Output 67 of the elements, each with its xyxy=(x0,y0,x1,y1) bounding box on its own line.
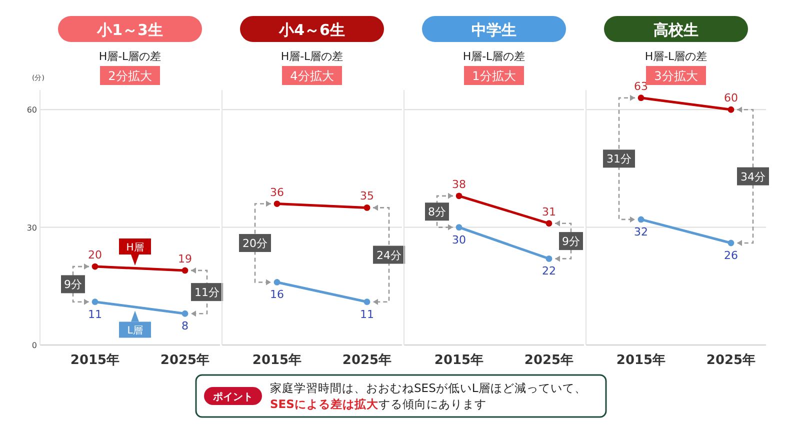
x-tick-label: 2015年 xyxy=(70,353,120,368)
data-label: 35 xyxy=(360,190,374,203)
point xyxy=(182,267,188,274)
annotation: 9分 xyxy=(562,235,580,248)
x-tick-label: 2025年 xyxy=(524,353,574,368)
chart-title: 中学生 xyxy=(472,21,516,39)
point xyxy=(728,240,734,246)
data-label: 36 xyxy=(270,186,284,199)
annotation: 24分 xyxy=(376,248,402,262)
annotation: 20分 xyxy=(242,237,268,250)
point xyxy=(364,204,370,211)
annotation: 34分 xyxy=(740,170,766,184)
point xyxy=(638,94,644,102)
point xyxy=(546,220,552,227)
y-tick-label: 0 xyxy=(32,341,37,350)
y-tick-label: 60 xyxy=(26,106,37,115)
text: ポイント xyxy=(212,392,253,403)
point xyxy=(456,224,462,231)
legend-label: L層 xyxy=(127,326,143,337)
data-label: 30 xyxy=(452,233,466,246)
point xyxy=(728,106,734,113)
data-label: 11 xyxy=(88,308,102,321)
point xyxy=(92,263,98,270)
annotation: 9分 xyxy=(64,278,82,292)
text: 家庭学習時間は、おおむねSESが低いL層ほど減っていて、 xyxy=(270,381,586,395)
annotation: 11分 xyxy=(194,286,220,300)
text: 1分拡大 xyxy=(472,69,516,83)
chart-title: 高校生 xyxy=(654,21,698,39)
text: 3分拡大 xyxy=(654,69,698,83)
x-tick-label: 2025年 xyxy=(342,353,392,368)
point xyxy=(546,255,552,262)
data-label: 31 xyxy=(542,205,556,218)
point xyxy=(364,298,370,306)
x-tick-label: 2015年 xyxy=(616,353,666,368)
text: 2分拡大 xyxy=(108,69,152,83)
data-label: 11 xyxy=(360,308,374,321)
chart-subtitle: H層-L層の差 xyxy=(98,50,162,63)
data-label: 32 xyxy=(634,225,648,238)
x-tick-label: 2025年 xyxy=(160,353,210,368)
point xyxy=(638,216,644,223)
annotation: 8分 xyxy=(428,206,446,219)
chart-title: 小4～6生 xyxy=(278,21,345,39)
data-label: 20 xyxy=(88,248,102,262)
y-tick-label: 30 xyxy=(26,223,37,232)
data-label: 8 xyxy=(182,320,188,333)
x-tick-label: 2015年 xyxy=(434,353,484,368)
point xyxy=(274,279,280,286)
text: 4分拡大 xyxy=(290,69,334,83)
data-label: 38 xyxy=(452,178,466,191)
x-tick-label: 2015年 xyxy=(252,353,302,368)
annotation: 31分 xyxy=(606,152,632,166)
chart-subtitle: H層-L層の差 xyxy=(462,50,526,63)
chart-title: 小1～3生 xyxy=(96,21,163,39)
data-label: 22 xyxy=(542,264,556,278)
data-label: 19 xyxy=(178,252,192,266)
data-label: 60 xyxy=(724,92,738,105)
series-label: H層 xyxy=(126,242,144,254)
point xyxy=(182,310,188,317)
data-label: 26 xyxy=(724,249,738,262)
chart-subtitle: H層-L層の差 xyxy=(280,50,344,63)
data-label: 16 xyxy=(270,288,284,302)
point xyxy=(274,200,280,207)
chart-subtitle: H層-L層の差 xyxy=(644,50,708,63)
text: SESによる差は拡大する傾向にあります xyxy=(270,397,486,411)
point xyxy=(92,298,98,306)
x-tick-label: 2025年 xyxy=(706,353,756,368)
point xyxy=(456,192,462,200)
